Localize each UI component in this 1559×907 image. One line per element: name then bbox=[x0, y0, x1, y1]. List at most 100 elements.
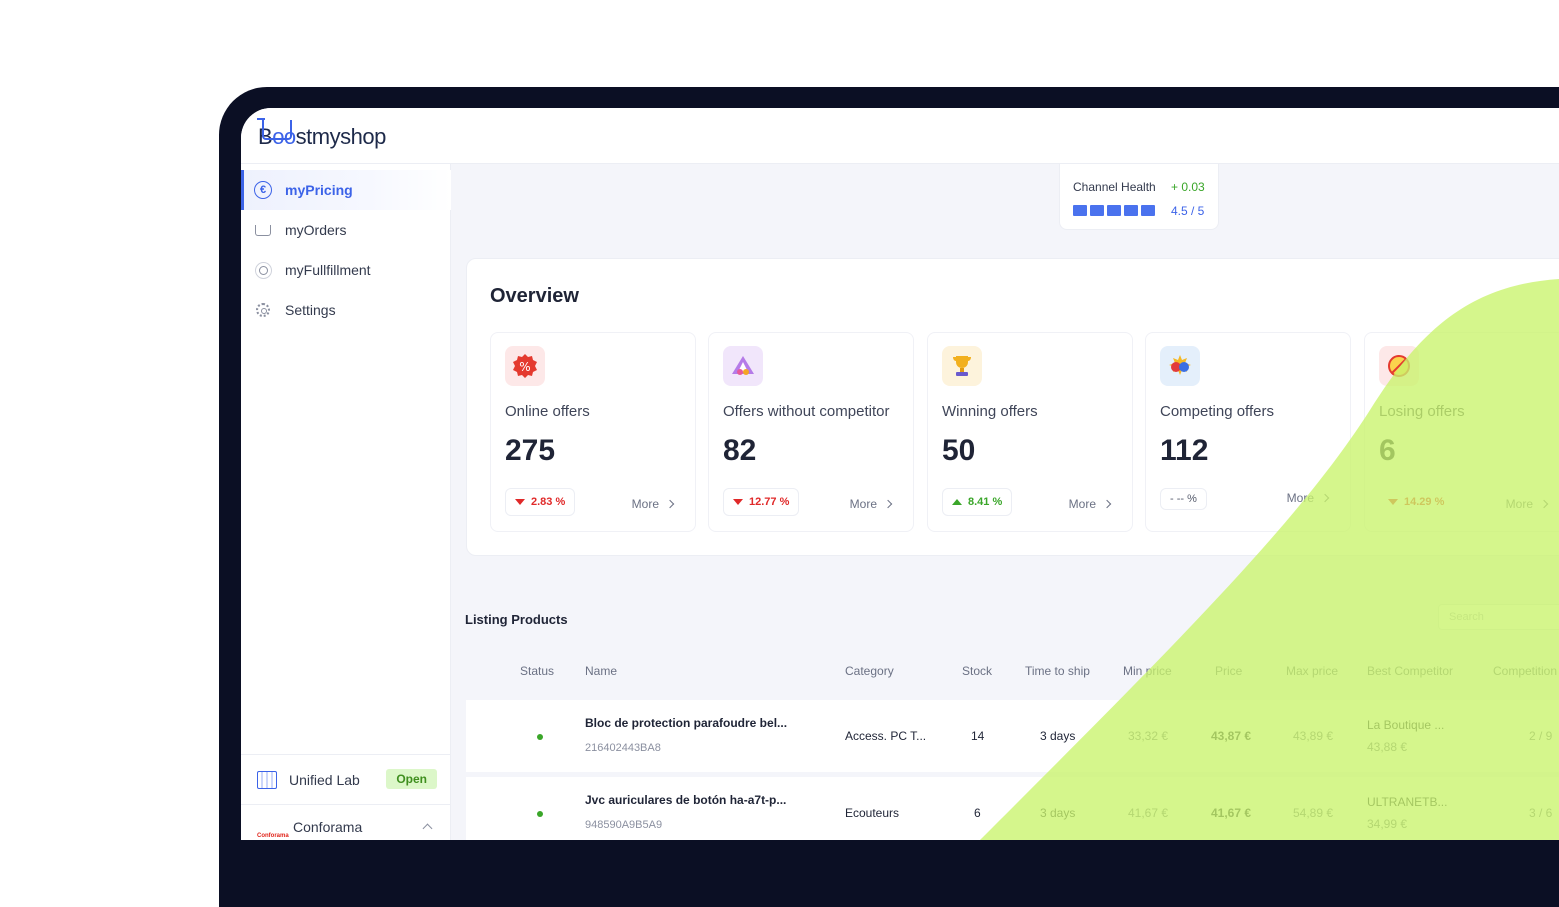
trend-badge: 8.41 % bbox=[942, 488, 1013, 516]
column-header-min-price[interactable]: Min price bbox=[1123, 664, 1172, 678]
health-bar bbox=[1073, 205, 1087, 216]
card-label: Competing offers bbox=[1160, 403, 1274, 420]
logo-cart-icon bbox=[257, 118, 292, 140]
card-value: 112 bbox=[1160, 434, 1209, 467]
column-header-name[interactable]: Name bbox=[585, 664, 618, 678]
card-online-offers[interactable]: % Online offers 275 2.83 % More bbox=[490, 332, 696, 532]
best-competitor-price: 43,88 € bbox=[1367, 740, 1408, 754]
shop-selector-unified-lab[interactable]: Unified Lab Open bbox=[241, 754, 451, 804]
building-icon bbox=[257, 770, 277, 789]
shop-selector-conforama[interactable]: Conforama Conforama bbox=[241, 804, 451, 840]
more-link[interactable]: More bbox=[1069, 497, 1110, 511]
product-category: Ecouteurs bbox=[845, 806, 900, 820]
gear-icon bbox=[254, 301, 272, 319]
status-dot bbox=[537, 811, 543, 817]
overview-panel: Overview % Online offers 275 2.83 % More… bbox=[466, 258, 1559, 556]
channel-health-label: Channel Health bbox=[1073, 180, 1156, 194]
best-competitor-price: 34,99 € bbox=[1367, 817, 1408, 831]
channel-health-bars bbox=[1073, 205, 1155, 216]
product-ship-time: 3 days bbox=[1040, 729, 1076, 743]
conforama-logo: Conforama bbox=[257, 833, 289, 839]
card-label: Winning offers bbox=[942, 403, 1038, 420]
column-header-time-to-ship[interactable]: Time to ship bbox=[1025, 664, 1090, 678]
product-max-price: 43,89 € bbox=[1293, 729, 1334, 743]
health-bar bbox=[1090, 205, 1104, 216]
channel-health-score: 4.5 / 5 bbox=[1171, 204, 1205, 218]
column-header-max-price[interactable]: Max price bbox=[1286, 664, 1339, 678]
status-badge: Open bbox=[386, 769, 437, 789]
card-value: 50 bbox=[942, 434, 976, 467]
status-dot bbox=[537, 734, 543, 740]
trophy-icon bbox=[942, 346, 982, 386]
sidebar-item-label: Settings bbox=[285, 302, 336, 318]
column-header-best-competitor[interactable]: Best Competitor bbox=[1367, 664, 1454, 678]
product-sku: 216402443BA8 bbox=[585, 742, 661, 754]
column-header-category[interactable]: Category bbox=[845, 664, 894, 678]
sidebar-item-label: myPricing bbox=[285, 182, 353, 198]
card-value: 275 bbox=[505, 434, 556, 467]
chevron-up-icon[interactable] bbox=[422, 823, 433, 834]
column-header-competition[interactable]: Competition bbox=[1493, 664, 1558, 678]
brand-logo[interactable]: Boostmyshop bbox=[257, 118, 386, 150]
product-name[interactable]: Bloc de protection parafoudre bel... bbox=[585, 716, 788, 730]
sidebar-item-label: myFullfillment bbox=[285, 262, 371, 278]
sidebar-item-settings[interactable]: Settings bbox=[241, 290, 451, 330]
arrow-up-icon bbox=[952, 499, 962, 505]
search-input[interactable]: Search bbox=[1438, 604, 1559, 630]
product-price[interactable]: 43,87 € bbox=[1211, 729, 1252, 743]
product-price[interactable]: 41,67 € bbox=[1211, 806, 1252, 820]
arrow-down-icon bbox=[515, 499, 525, 505]
more-link[interactable]: More bbox=[632, 497, 673, 511]
more-link[interactable]: More bbox=[850, 497, 891, 511]
channel-health-delta: + 0.03 bbox=[1171, 180, 1205, 194]
health-bar bbox=[1124, 205, 1138, 216]
product-min-price: 41,67 € bbox=[1128, 806, 1169, 820]
card-offers-without-competitor[interactable]: Offers without competitor 82 12.77 % Mor… bbox=[708, 332, 914, 532]
card-competing-offers[interactable]: Competing offers 112 - -- % More bbox=[1145, 332, 1351, 532]
arrow-down-icon bbox=[1388, 499, 1398, 505]
table-row[interactable]: Bloc de protection parafoudre bel... 216… bbox=[466, 700, 1559, 772]
card-losing-offers[interactable]: Losing offers 6 14.29 % More bbox=[1364, 332, 1559, 532]
sidebar-item-myorders[interactable]: myOrders bbox=[241, 210, 451, 250]
more-link[interactable]: More bbox=[1287, 491, 1328, 505]
column-header-price[interactable]: Price bbox=[1215, 664, 1243, 678]
product-stock: 6 bbox=[974, 806, 981, 820]
losing-badge-icon bbox=[1379, 346, 1419, 386]
health-bar bbox=[1141, 205, 1155, 216]
sidebar-item-mypricing[interactable]: € myPricing bbox=[241, 170, 451, 210]
trend-badge: 14.29 % bbox=[1379, 488, 1453, 516]
product-sku: 948590A9B5A9 bbox=[585, 819, 663, 831]
card-value: 82 bbox=[723, 434, 757, 467]
shop-name: Conforama bbox=[293, 819, 363, 835]
health-bar bbox=[1107, 205, 1121, 216]
arrow-down-icon bbox=[733, 499, 743, 505]
cart-icon bbox=[254, 221, 272, 239]
trend-badge: 2.83 % bbox=[505, 488, 576, 516]
shop-name: Unified Lab bbox=[289, 771, 360, 788]
svg-text:%: % bbox=[519, 360, 530, 374]
app-screen: Boostmyshop € myPricing myOrders myFullf… bbox=[241, 108, 1559, 840]
card-winning-offers[interactable]: Winning offers 50 8.41 % More bbox=[927, 332, 1133, 532]
product-max-price: 54,89 € bbox=[1293, 806, 1334, 820]
listing-title: Listing Products bbox=[465, 612, 568, 627]
product-category: Access. PC T... bbox=[845, 729, 927, 743]
sidebar-item-myfullfillment[interactable]: myFullfillment bbox=[241, 250, 451, 290]
percent-badge-icon: % bbox=[505, 346, 545, 386]
best-competitor-name: La Boutique ... bbox=[1367, 718, 1445, 732]
best-competitor-name: ULTRANETB... bbox=[1367, 795, 1448, 809]
card-label: Losing offers bbox=[1379, 403, 1465, 420]
more-link[interactable]: More bbox=[1506, 497, 1547, 511]
column-header-stock[interactable]: Stock bbox=[962, 664, 993, 678]
trend-badge: 12.77 % bbox=[723, 488, 800, 516]
product-min-price: 33,32 € bbox=[1128, 729, 1169, 743]
sidebar: € myPricing myOrders myFullfillment Sett… bbox=[241, 164, 451, 840]
competition-rank: 3 / 6 bbox=[1529, 806, 1553, 820]
tent-people-icon bbox=[723, 346, 763, 386]
channel-health-widget[interactable]: Channel Health + 0.03 4.5 / 5 bbox=[1059, 164, 1219, 230]
product-name[interactable]: Jvc auriculares de botón ha-a7t-p... bbox=[585, 793, 787, 807]
table-row[interactable]: Jvc auriculares de botón ha-a7t-p... 948… bbox=[466, 777, 1559, 840]
product-stock: 14 bbox=[971, 729, 985, 743]
column-header-status[interactable]: Status bbox=[520, 664, 555, 678]
product-ship-time: 3 days bbox=[1040, 806, 1076, 820]
boxing-gloves-icon bbox=[1160, 346, 1200, 386]
